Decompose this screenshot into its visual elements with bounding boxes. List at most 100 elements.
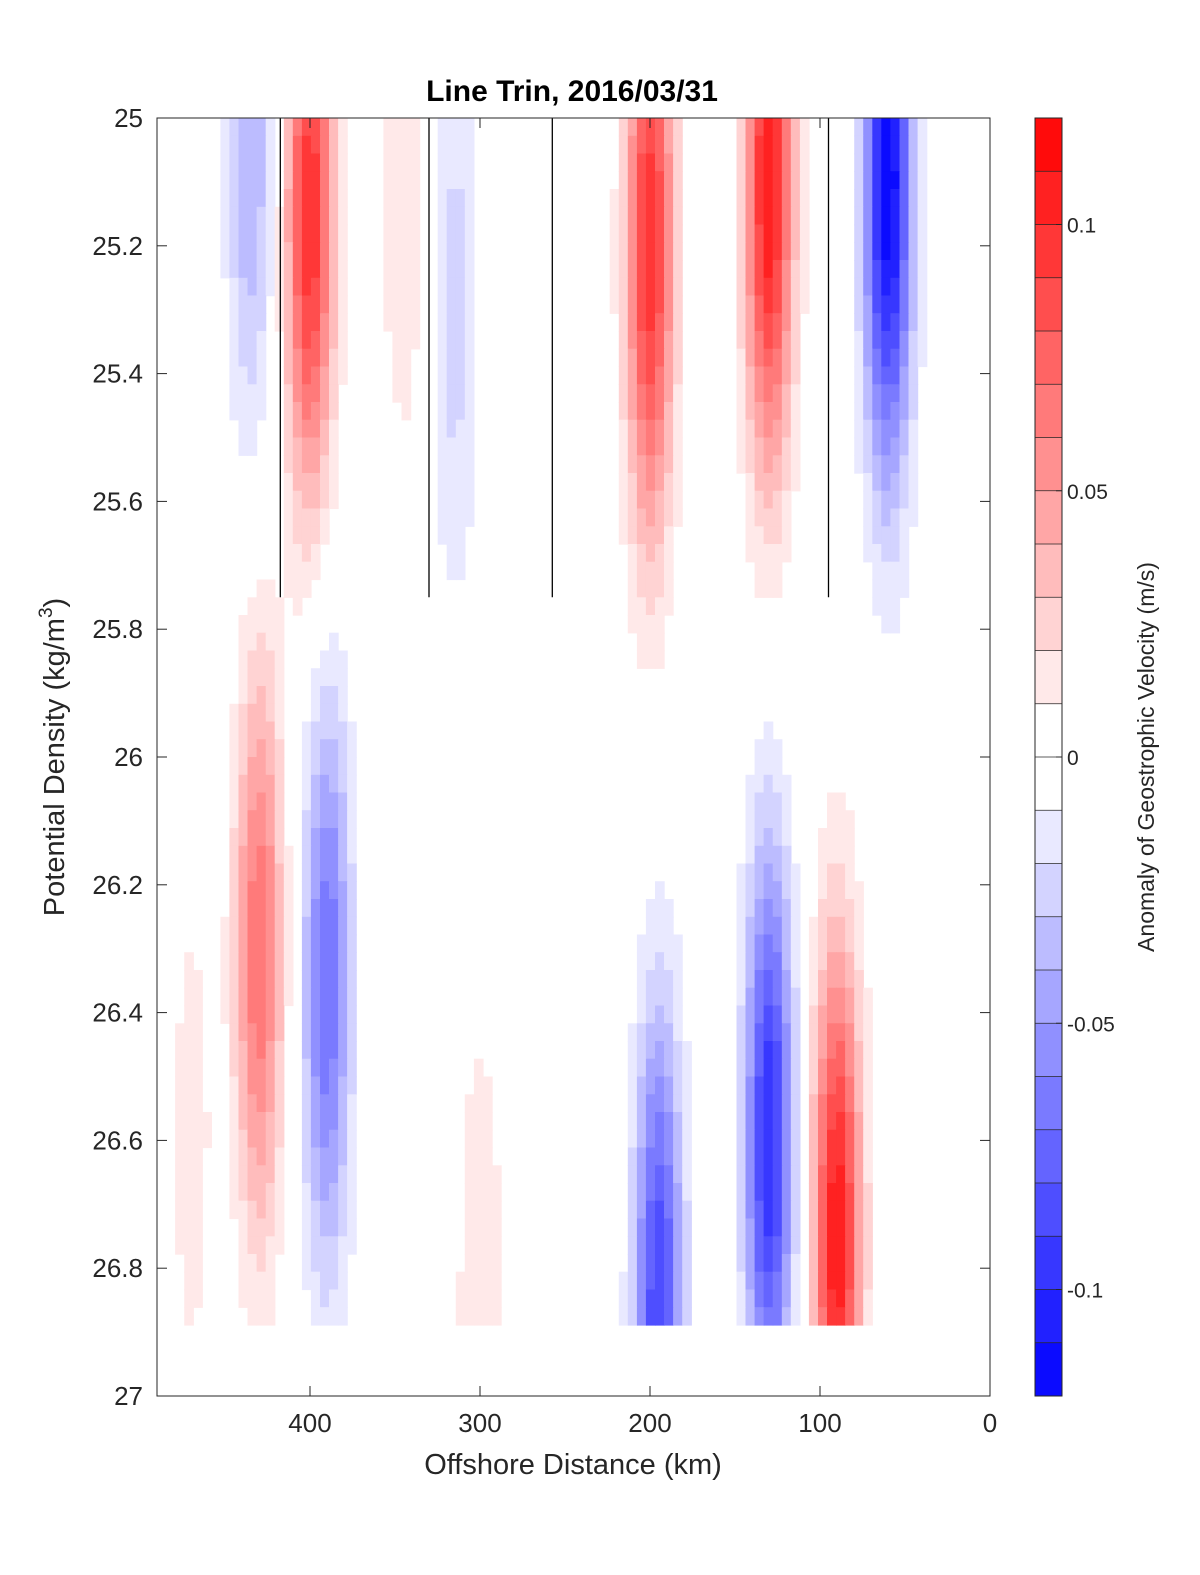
contour-cell xyxy=(256,1041,267,1060)
contour-cell xyxy=(229,1076,240,1095)
contour-cell xyxy=(636,1058,647,1078)
contour-cell xyxy=(655,118,665,137)
contour-cell xyxy=(772,402,783,421)
contour-cell xyxy=(347,828,357,847)
contour-cell xyxy=(763,508,774,527)
contour-cell xyxy=(763,721,774,740)
contour-cell xyxy=(763,1147,774,1166)
contour-cell xyxy=(455,277,466,297)
contour-cell xyxy=(184,1218,194,1237)
contour-cell xyxy=(664,1147,674,1166)
contour-cell xyxy=(329,1094,339,1113)
contour-cell xyxy=(645,366,656,385)
contour-cell xyxy=(863,206,873,226)
contour-cell xyxy=(682,1147,692,1166)
contour-cell xyxy=(329,419,339,439)
contour-cell xyxy=(827,863,837,882)
contour-cell xyxy=(310,135,321,155)
contour-cell xyxy=(682,1218,692,1237)
colorbar-tick-label: 0 xyxy=(1067,747,1079,770)
contour-cell xyxy=(781,135,792,155)
contour-cell xyxy=(655,1307,665,1326)
contour-cell xyxy=(790,153,801,172)
contour-cell xyxy=(899,135,910,155)
contour-cell xyxy=(664,242,674,261)
contour-cell xyxy=(772,1023,783,1042)
contour-cell xyxy=(636,348,647,368)
contour-cell xyxy=(745,1307,756,1326)
colorbar-level xyxy=(1035,597,1062,651)
contour-cell xyxy=(329,792,339,811)
contour-cell xyxy=(854,1147,864,1166)
contour-cell xyxy=(627,1236,638,1255)
contour-cell xyxy=(410,206,421,226)
contour-cell xyxy=(175,1023,185,1042)
contour-cell xyxy=(899,277,910,297)
contour-cell xyxy=(464,1129,475,1149)
contour-cell xyxy=(645,384,656,403)
contour-cell xyxy=(655,650,665,669)
contour-cell xyxy=(645,544,656,563)
contour-cell xyxy=(827,916,837,936)
contour-cell xyxy=(881,384,891,403)
contour-cell xyxy=(845,881,855,900)
contour-cell xyxy=(854,171,864,190)
contour-cell xyxy=(238,970,249,989)
contour-cell xyxy=(645,153,656,172)
contour-cell xyxy=(329,1183,339,1202)
contour-cell xyxy=(320,242,330,261)
contour-cell xyxy=(772,313,783,332)
contour-cell xyxy=(917,118,928,137)
contour-cell xyxy=(636,987,647,1007)
contour-cell xyxy=(890,473,901,492)
contour-cell xyxy=(274,224,285,243)
contour-cell xyxy=(673,1094,683,1113)
contour-field xyxy=(175,118,928,1326)
contour-cell xyxy=(645,508,656,527)
contour-cell xyxy=(763,1076,774,1095)
contour-cell xyxy=(292,490,303,510)
contour-cell xyxy=(781,792,792,811)
contour-cell xyxy=(872,366,882,385)
contour-cell xyxy=(908,455,919,474)
contour-cell xyxy=(682,1165,692,1184)
contour-cell xyxy=(845,1271,855,1291)
contour-cell xyxy=(283,899,294,918)
contour-cell xyxy=(664,1129,674,1149)
contour-cell xyxy=(229,224,240,243)
contour-cell xyxy=(655,899,665,918)
contour-cell xyxy=(301,384,312,403)
contour-cell xyxy=(392,295,403,314)
contour-cell xyxy=(655,1200,665,1220)
contour-cell xyxy=(736,1129,747,1149)
contour-cell xyxy=(863,473,873,492)
contour-cell xyxy=(301,1254,312,1273)
contour-cell xyxy=(247,118,258,137)
contour-cell xyxy=(754,526,765,545)
contour-cell xyxy=(664,544,674,563)
contour-cell xyxy=(473,1129,484,1149)
contour-cell xyxy=(754,1183,765,1202)
contour-cell xyxy=(664,437,674,456)
contour-cell xyxy=(338,881,348,900)
contour-cell xyxy=(437,384,448,403)
contour-cell xyxy=(455,455,466,474)
contour-cell xyxy=(772,544,783,563)
contour-cell xyxy=(483,1147,493,1166)
contour-cell xyxy=(310,934,321,953)
contour-cell xyxy=(872,419,882,439)
contour-cell xyxy=(310,242,321,261)
contour-cell xyxy=(790,1041,801,1060)
contour-cell xyxy=(854,1058,864,1078)
contour-cell xyxy=(464,1307,475,1326)
x-tick-label: 0 xyxy=(983,1408,997,1438)
contour-cell xyxy=(627,455,638,474)
contour-cell xyxy=(292,118,303,137)
contour-cell xyxy=(238,739,249,758)
contour-cell xyxy=(645,455,656,474)
contour-cell xyxy=(247,1218,258,1237)
contour-cell xyxy=(301,224,312,243)
contour-cell xyxy=(645,1307,656,1326)
contour-cell xyxy=(836,828,846,847)
contour-cell xyxy=(636,1094,647,1113)
